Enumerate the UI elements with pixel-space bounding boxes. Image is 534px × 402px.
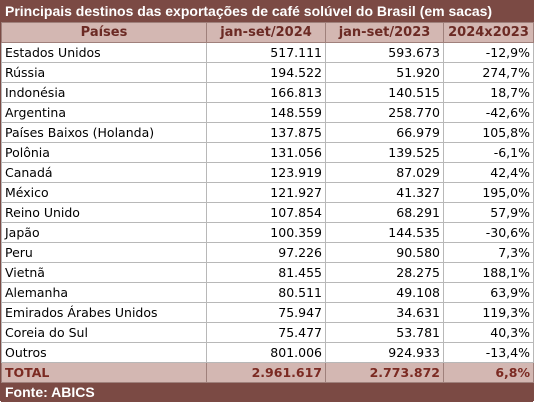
change-cell: 188,1%: [443, 262, 534, 283]
country-cell: Países Baixos (Holanda): [1, 122, 207, 143]
country-cell: Alemanha: [1, 282, 207, 303]
country-cell: Outros: [1, 342, 207, 363]
value-2024-cell: 517.111: [206, 42, 326, 63]
change-cell: -42,6%: [443, 102, 534, 123]
value-2023-cell: 34.631: [325, 302, 444, 323]
change-cell: 57,9%: [443, 202, 534, 223]
value-2024-cell: 801.006: [206, 342, 326, 363]
country-cell: Emirados Árabes Unidos: [1, 302, 207, 323]
value-2023-cell: 144.535: [325, 222, 444, 243]
country-cell: Rússia: [1, 62, 207, 83]
value-2023-cell: 51.920: [325, 62, 444, 83]
source-footer: Fonte: ABICS: [1, 383, 533, 402]
value-2024-cell: 80.511: [206, 282, 326, 303]
value-2023-cell: 41.327: [325, 182, 444, 203]
table-row: Argentina 148.559 258.770 -42,6%: [1, 102, 534, 123]
table-row: Indonésia 166.813 140.515 18,7%: [1, 82, 534, 103]
value-2024-cell: 107.854: [206, 202, 326, 223]
table-row: Outros 801.006 924.933 -13,4%: [1, 342, 534, 363]
table-row: Polônia 131.056 139.525 -6,1%: [1, 142, 534, 163]
change-cell: 195,0%: [443, 182, 534, 203]
table-row: México 121.927 41.327 195,0%: [1, 182, 534, 203]
table-row: Canadá 123.919 87.029 42,4%: [1, 162, 534, 183]
table-row: Países Baixos (Holanda) 137.875 66.979 1…: [1, 122, 534, 143]
value-2023-cell: 28.275: [325, 262, 444, 283]
table-row: Estados Unidos 517.111 593.673 -12,9%: [1, 42, 534, 63]
value-2023-cell: 924.933: [325, 342, 444, 363]
table-row: Japão 100.359 144.535 -30,6%: [1, 222, 534, 243]
value-2024-cell: 123.919: [206, 162, 326, 183]
header-2024: jan-set/2024: [206, 22, 326, 43]
change-cell: -12,9%: [443, 42, 534, 63]
country-cell: Indonésia: [1, 82, 207, 103]
value-2023-cell: 593.673: [325, 42, 444, 63]
value-2024-cell: 100.359: [206, 222, 326, 243]
total-change: 6,8%: [443, 362, 534, 383]
header-2023: jan-set/2023: [325, 22, 444, 43]
total-2023: 2.773.872: [325, 362, 444, 383]
value-2023-cell: 258.770: [325, 102, 444, 123]
table-row: Reino Unido 107.854 68.291 57,9%: [1, 202, 534, 223]
country-cell: Vietnã: [1, 262, 207, 283]
change-cell: 7,3%: [443, 242, 534, 263]
exports-table: Países jan-set/2024 jan-set/2023 2024x20…: [1, 22, 534, 383]
value-2024-cell: 75.477: [206, 322, 326, 343]
change-cell: 63,9%: [443, 282, 534, 303]
table-row: Coreia do Sul 75.477 53.781 40,3%: [1, 322, 534, 343]
country-cell: Coreia do Sul: [1, 322, 207, 343]
value-2023-cell: 140.515: [325, 82, 444, 103]
country-cell: México: [1, 182, 207, 203]
value-2024-cell: 131.056: [206, 142, 326, 163]
table-title: Principais destinos das exportações de c…: [1, 1, 533, 22]
value-2024-cell: 121.927: [206, 182, 326, 203]
value-2023-cell: 66.979: [325, 122, 444, 143]
header-countries: Países: [1, 22, 207, 43]
value-2024-cell: 137.875: [206, 122, 326, 143]
change-cell: 119,3%: [443, 302, 534, 323]
change-cell: 105,8%: [443, 122, 534, 143]
change-cell: 42,4%: [443, 162, 534, 183]
country-cell: Argentina: [1, 102, 207, 123]
change-cell: 18,7%: [443, 82, 534, 103]
change-cell: 40,3%: [443, 322, 534, 343]
table-row: Alemanha 80.511 49.108 63,9%: [1, 282, 534, 303]
change-cell: 274,7%: [443, 62, 534, 83]
total-2024: 2.961.617: [206, 362, 326, 383]
value-2024-cell: 148.559: [206, 102, 326, 123]
country-cell: Reino Unido: [1, 202, 207, 223]
change-cell: -30,6%: [443, 222, 534, 243]
table-row: Peru 97.226 90.580 7,3%: [1, 242, 534, 263]
value-2024-cell: 75.947: [206, 302, 326, 323]
table-row: Rússia 194.522 51.920 274,7%: [1, 62, 534, 83]
table-row: Vietnã 81.455 28.275 188,1%: [1, 262, 534, 283]
value-2024-cell: 194.522: [206, 62, 326, 83]
value-2023-cell: 87.029: [325, 162, 444, 183]
value-2023-cell: 68.291: [325, 202, 444, 223]
country-cell: Canadá: [1, 162, 207, 183]
value-2024-cell: 81.455: [206, 262, 326, 283]
value-2023-cell: 90.580: [325, 242, 444, 263]
change-cell: -6,1%: [443, 142, 534, 163]
table-body: Estados Unidos 517.111 593.673 -12,9% Rú…: [1, 42, 534, 383]
country-cell: Estados Unidos: [1, 42, 207, 63]
value-2024-cell: 97.226: [206, 242, 326, 263]
value-2023-cell: 139.525: [325, 142, 444, 163]
header-row: Países jan-set/2024 jan-set/2023 2024x20…: [1, 22, 534, 43]
table-row: Emirados Árabes Unidos 75.947 34.631 119…: [1, 302, 534, 323]
country-cell: Japão: [1, 222, 207, 243]
header-change: 2024x2023: [443, 22, 534, 43]
change-cell: -13,4%: [443, 342, 534, 363]
total-label: TOTAL: [1, 362, 207, 383]
value-2023-cell: 53.781: [325, 322, 444, 343]
total-row: TOTAL 2.961.617 2.773.872 6,8%: [1, 362, 534, 383]
value-2024-cell: 166.813: [206, 82, 326, 103]
country-cell: Polônia: [1, 142, 207, 163]
value-2023-cell: 49.108: [325, 282, 444, 303]
country-cell: Peru: [1, 242, 207, 263]
